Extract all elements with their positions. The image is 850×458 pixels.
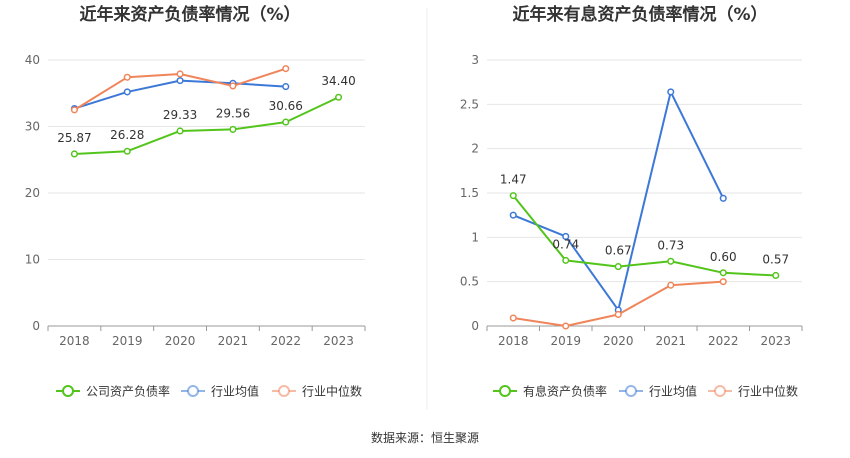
data-point <box>335 93 343 101</box>
data-point <box>229 125 237 133</box>
data-label: 0.73 <box>657 238 684 252</box>
y-tick-label: 1 <box>471 230 479 244</box>
series-line-0 <box>512 195 776 277</box>
data-label: 0.57 <box>762 252 789 266</box>
series-line-1 <box>512 90 725 312</box>
legend-label: 公司资产负债率 <box>86 384 170 399</box>
x-tick-label: 2020 <box>603 334 634 348</box>
x-tick-label: 2020 <box>165 334 196 348</box>
legend-label: 行业中位数 <box>738 384 798 399</box>
data-label: 0.74 <box>552 237 579 251</box>
data-point <box>282 65 290 73</box>
y-tick-label: 20 <box>25 186 40 200</box>
x-tick-label: 2023 <box>760 334 791 348</box>
data-point <box>667 88 675 96</box>
data-point <box>562 256 570 264</box>
legend-swatch-marker <box>187 385 199 397</box>
x-tick-label: 2019 <box>112 334 143 348</box>
y-tick-label: 10 <box>25 253 40 267</box>
data-label: 1.47 <box>500 173 527 187</box>
y-tick-label: 3 <box>471 53 479 67</box>
data-point <box>562 232 570 240</box>
legend-swatch-marker <box>499 385 511 397</box>
x-tick-label: 2021 <box>655 334 686 348</box>
data-point <box>772 271 780 280</box>
x-tick-label: 2023 <box>323 334 354 348</box>
legend-swatch-marker <box>62 385 74 397</box>
data-point <box>509 211 517 219</box>
series-line-2 <box>513 280 724 327</box>
y-tick-label: 0.5 <box>460 275 479 289</box>
y-tick-label: 2 <box>471 142 479 156</box>
data-source-note: 数据来源：恒生聚源 <box>371 430 479 445</box>
data-point <box>70 106 78 114</box>
x-tick-label: 2021 <box>218 334 249 348</box>
legend-label: 行业均值 <box>211 384 259 399</box>
data-point <box>667 257 675 265</box>
data-point <box>614 263 622 271</box>
chart-title: 近年来有息资产负债率情况（%） <box>512 4 767 25</box>
data-point <box>176 70 184 78</box>
x-tick-label: 2018 <box>498 334 529 348</box>
y-tick-label: 30 <box>25 120 40 134</box>
data-point <box>719 194 727 202</box>
data-point <box>509 192 517 200</box>
data-label: 26.28 <box>110 128 144 142</box>
data-point <box>70 150 78 158</box>
interest-bearing-debt-ratio-chart: 近年来有息资产负债率情况（%） 0 0.5 1 1.5 2 2.5 3 2018 2019 2020… <box>460 4 803 399</box>
legend-label: 行业均值 <box>649 384 697 399</box>
legend-swatch-marker <box>714 385 726 397</box>
data-point <box>176 127 184 135</box>
data-point <box>719 278 727 286</box>
data-label: 29.56 <box>216 106 250 120</box>
data-point <box>509 314 517 322</box>
data-label: 0.67 <box>605 244 632 258</box>
debt-ratio-chart: 近年来资产负债率情况（%） 0 10 20 30 40 2018 2019 2020 2021 20… <box>25 4 366 399</box>
y-tick-label: 2.5 <box>460 97 479 111</box>
data-label: 0.60 <box>710 250 737 264</box>
data-label: 34.40 <box>321 74 355 88</box>
legend-swatch-marker <box>278 385 290 397</box>
y-tick-label: 1.5 <box>460 186 479 200</box>
y-tick-label: 0 <box>471 319 479 333</box>
series-line-1 <box>74 79 286 110</box>
x-tick-label: 2019 <box>550 334 581 348</box>
data-point <box>229 82 237 90</box>
data-point <box>176 77 184 85</box>
legend-label: 有息资产负债率 <box>523 384 607 399</box>
data-point <box>123 88 131 96</box>
data-point <box>562 322 570 330</box>
x-tick-label: 2018 <box>59 334 90 348</box>
legend-label: 行业中位数 <box>302 384 362 399</box>
data-point <box>282 83 290 91</box>
data-label: 25.87 <box>57 131 91 145</box>
data-point <box>719 269 727 277</box>
x-tick-label: 2022 <box>270 334 301 348</box>
data-label: 29.33 <box>163 108 197 122</box>
series-line-0 <box>74 96 340 155</box>
data-point <box>282 118 290 126</box>
y-tick-label: 0 <box>32 319 40 333</box>
y-tick-label: 40 <box>25 53 40 67</box>
data-point <box>667 281 675 289</box>
x-tick-label: 2022 <box>708 334 739 348</box>
data-label: 30.66 <box>269 99 303 113</box>
data-point <box>123 147 131 155</box>
data-point <box>614 310 622 319</box>
legend-swatch-marker <box>625 385 637 397</box>
data-point <box>123 73 131 81</box>
chart-title: 近年来资产负债率情况（%） <box>79 4 300 25</box>
